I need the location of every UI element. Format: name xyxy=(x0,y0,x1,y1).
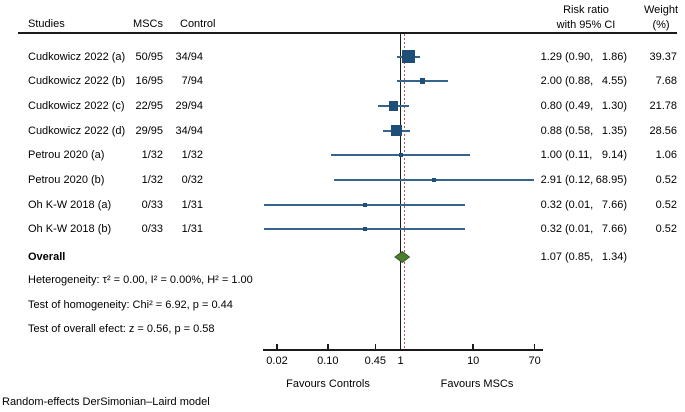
ci-lower: (0.11, xyxy=(565,149,593,162)
tick-label: 0.10 xyxy=(317,355,339,367)
overall-estimate-line xyxy=(403,33,406,350)
rr-estimate: 0.80 xyxy=(540,99,562,112)
weight-value: 39.37 xyxy=(649,50,677,63)
ci-upper: 1.86) xyxy=(601,50,627,63)
col-header-weight-line2: (%) xyxy=(652,19,670,31)
control-value: 1/31 xyxy=(181,198,203,211)
tick-label: 10 xyxy=(467,355,480,367)
ci-lower: (0.01, xyxy=(565,198,594,211)
effect-marker xyxy=(419,78,426,85)
col-header-risk-ratio-line1: Risk ratio xyxy=(563,4,609,16)
study-name: Petrou 2020 (b) xyxy=(28,174,105,186)
ci-upper: 7.66) xyxy=(601,223,627,236)
control-value: 34/94 xyxy=(175,124,203,137)
weight-value: 1.06 xyxy=(655,149,677,162)
control-value: 29/94 xyxy=(175,99,203,112)
control-value: 1/32 xyxy=(181,149,203,162)
weight-value: 7.68 xyxy=(655,75,677,88)
mscs-value: 29/95 xyxy=(135,124,163,137)
header-rule xyxy=(18,32,677,34)
heterogeneity-text: Heterogeneity: τ² = 0.00, I² = 0.00%, H²… xyxy=(28,274,253,286)
overall-label: Overall xyxy=(28,251,66,263)
study-name: Cudkowicz 2022 (c) xyxy=(28,99,125,112)
homogeneity-text: Test of homogeneity: Chi² = 6.92, p = 0.… xyxy=(28,299,233,311)
reference-line xyxy=(399,33,402,350)
weight-value: 21.78 xyxy=(649,99,677,112)
col-header-risk-ratio-line2: with 95% CI xyxy=(556,19,616,31)
ci-upper: 1.30) xyxy=(601,99,627,112)
rr-estimate: 0.32 xyxy=(540,198,562,211)
rr-estimate: 0.32 xyxy=(540,223,562,236)
favours-mscs-label: Favours MSCs xyxy=(440,378,514,390)
mscs-value: 1/32 xyxy=(141,174,163,186)
overall-ci-upper: 1.34) xyxy=(601,251,627,263)
tick-label: 0.02 xyxy=(266,355,288,367)
ci-lower: (0.58, xyxy=(565,124,594,137)
ci-upper: 68.95) xyxy=(595,174,627,186)
ci-upper: 4.55) xyxy=(601,75,627,88)
control-value: 1/31 xyxy=(181,223,203,236)
tick-label: 70 xyxy=(528,355,541,367)
tick-label: 1 xyxy=(397,355,404,367)
favours-controls-label: Favours Controls xyxy=(286,378,370,390)
overall-ci-lower: (0.85, xyxy=(565,251,594,263)
study-name: Oh K-W 2018 (a) xyxy=(28,198,112,211)
overall-rr-estimate: 1.07 xyxy=(540,251,562,263)
mscs-value: 16/95 xyxy=(135,75,163,88)
effect-marker xyxy=(398,153,403,158)
ci-lower: (0.12, xyxy=(565,174,594,186)
rr-estimate: 1.00 xyxy=(540,149,562,162)
study-name: Petrou 2020 (a) xyxy=(28,149,105,162)
tick-label: 0.45 xyxy=(364,355,386,367)
mscs-value: 50/95 xyxy=(135,50,163,63)
col-header-studies: Studies xyxy=(28,18,65,30)
ci-upper: 1.35) xyxy=(601,124,627,137)
mscs-value: 0/33 xyxy=(141,223,163,236)
rr-estimate: 2.00 xyxy=(540,75,562,88)
footer-note: Random-effects DerSimonian–Laird model xyxy=(2,396,210,408)
ci-lower: (0.88, xyxy=(565,75,594,88)
weight-value: 0.52 xyxy=(655,174,677,186)
mscs-value: 1/32 xyxy=(141,149,163,162)
effect-marker xyxy=(362,227,367,232)
study-name: Cudkowicz 2022 (d) xyxy=(28,124,126,137)
tick-mark xyxy=(327,343,329,350)
overall-effect-text: Test of overall efect: z = 0.56, p = 0.5… xyxy=(28,323,215,335)
x-axis-line xyxy=(263,349,543,351)
ci-lower: (0.49, xyxy=(565,99,594,112)
control-value: 34/94 xyxy=(175,50,203,63)
effect-marker xyxy=(388,101,399,111)
col-header-weight-line1: Weight xyxy=(643,4,679,16)
weight-value: 0.52 xyxy=(655,198,677,211)
control-value: 0/32 xyxy=(181,174,203,186)
effect-marker xyxy=(390,125,402,137)
rr-estimate: 0.88 xyxy=(540,124,562,137)
weight-value: 0.52 xyxy=(655,223,677,236)
effect-marker xyxy=(362,202,367,207)
mscs-value: 0/33 xyxy=(141,198,163,211)
study-name: Cudkowicz 2022 (b) xyxy=(28,75,126,88)
overall-diamond xyxy=(394,250,411,264)
study-name: Cudkowicz 2022 (a) xyxy=(28,50,126,63)
tick-mark xyxy=(374,343,376,350)
mscs-value: 22/95 xyxy=(135,99,163,112)
col-header-mscs: MSCs xyxy=(133,18,163,30)
tick-mark xyxy=(472,343,474,350)
tick-mark xyxy=(533,343,536,350)
ci-lower: (0.90, xyxy=(565,50,594,63)
ci-upper: 7.66) xyxy=(601,198,627,211)
rr-estimate: 1.29 xyxy=(540,50,562,63)
col-header-control: Control xyxy=(180,18,216,30)
effect-marker xyxy=(432,178,437,182)
rr-estimate: 2.91 xyxy=(540,174,562,186)
ci-upper: 9.14) xyxy=(601,149,627,162)
weight-value: 28.56 xyxy=(649,124,677,137)
effect-marker xyxy=(402,50,415,63)
tick-mark xyxy=(399,343,402,350)
ci-lower: (0.01, xyxy=(565,223,594,236)
study-name: Oh K-W 2018 (b) xyxy=(28,223,112,236)
control-value: 7/94 xyxy=(181,75,203,88)
tick-mark xyxy=(276,343,278,350)
